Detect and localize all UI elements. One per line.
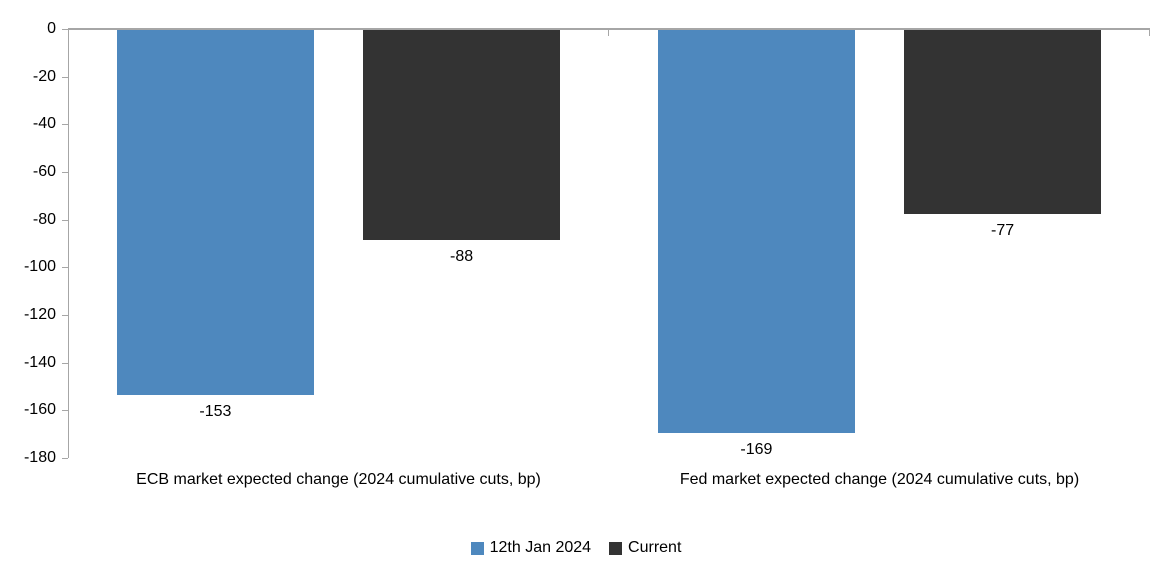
y-axis-line [68,29,69,458]
legend-swatch [609,541,623,555]
y-tick-label: -100 [23,258,56,276]
y-tick-label: -140 [23,353,56,371]
legend-swatch [470,541,484,555]
y-tick [62,458,68,459]
y-tick [62,410,68,412]
bar-12th-jan-2024 [657,30,856,433]
x-boundary-tick [1149,29,1150,36]
y-tick [62,267,68,269]
y-tick [62,172,68,173]
x-boundary-tick [608,29,609,36]
y-tick [62,29,68,30]
y-tick-label: -40 [32,115,56,133]
y-tick [62,315,68,316]
y-tick [62,76,68,78]
bar-current [903,30,1102,214]
category-label: Fed market expected change (2024 cumulat… [679,471,1080,488]
y-tick-label: -160 [23,401,56,419]
bar-value-label: -169 [740,440,773,458]
bar-value-label: -77 [991,221,1015,239]
y-tick-label: 0 [47,20,56,37]
legend-label: 12th Jan 2024 [489,539,592,556]
bar-12th-jan-2024 [116,30,315,395]
legend: 12th Jan 2024 Current [0,534,1152,562]
y-tick [62,219,68,221]
y-tick-label: -180 [23,449,56,466]
x-axis-line [68,28,1150,30]
y-tick-label: -60 [32,163,56,180]
bar-value-label: -153 [199,402,232,420]
legend-label: Current [628,539,682,556]
category-label: ECB market expected change (2024 cumulat… [136,471,541,488]
bar-value-label: -88 [450,247,474,265]
y-tick [62,124,68,126]
y-tick-label: -120 [23,306,56,323]
y-tick [62,362,68,364]
bar-current [362,30,561,240]
legend-item-12th-jan-2024: 12th Jan 2024 [470,539,592,556]
y-tick-label: -80 [32,210,56,228]
legend-item-current: Current [609,540,681,556]
y-tick-label: -20 [32,67,56,85]
